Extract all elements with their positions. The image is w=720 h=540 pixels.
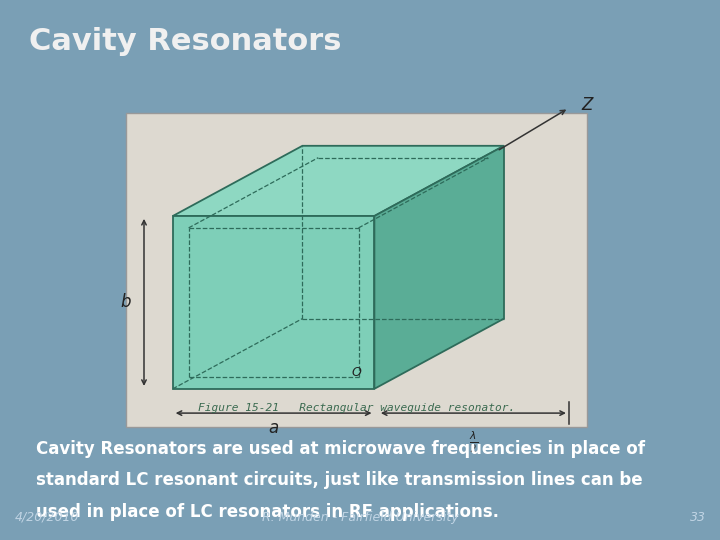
FancyBboxPatch shape <box>126 113 587 427</box>
Text: R. Munden - Fairfield University: R. Munden - Fairfield University <box>261 511 459 524</box>
Polygon shape <box>374 146 504 389</box>
Text: 33: 33 <box>690 511 706 524</box>
Polygon shape <box>173 216 374 389</box>
Text: 4/20/2010: 4/20/2010 <box>14 511 79 524</box>
Polygon shape <box>173 146 504 216</box>
Text: O: O <box>351 366 361 379</box>
Text: $\frac{\lambda}{2}$: $\frac{\lambda}{2}$ <box>469 429 478 455</box>
Text: used in place of LC resonators in RF applications.: used in place of LC resonators in RF app… <box>36 503 499 521</box>
Text: Cavity Resonators are used at microwave frequencies in place of: Cavity Resonators are used at microwave … <box>36 440 645 458</box>
Text: standard LC resonant circuits, just like transmission lines can be: standard LC resonant circuits, just like… <box>36 471 643 489</box>
Text: b: b <box>121 293 131 312</box>
Text: a: a <box>269 419 279 437</box>
Text: Figure 15-21   Rectangular waveguide resonator.: Figure 15-21 Rectangular waveguide reson… <box>198 403 515 413</box>
Text: Z: Z <box>582 96 593 114</box>
Text: Cavity Resonators: Cavity Resonators <box>29 27 341 56</box>
